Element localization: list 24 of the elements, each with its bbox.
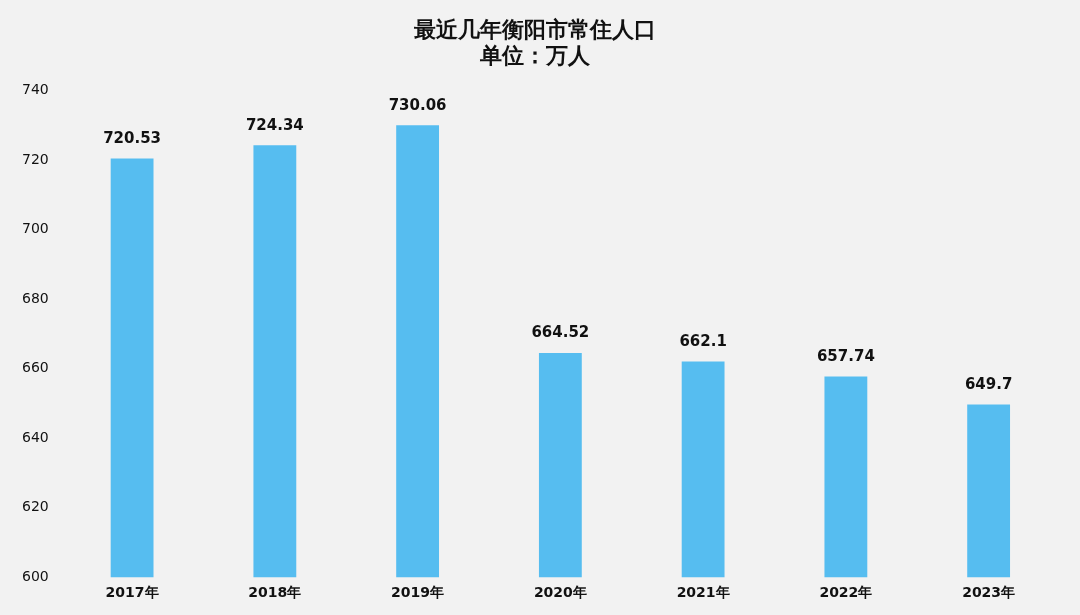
chart-title: 最近几年衡阳市常住人口	[413, 16, 656, 42]
y-tick-label: 660	[21, 359, 49, 376]
y-tick-label: 640	[21, 428, 49, 445]
x-tick-label: 2021年	[676, 584, 730, 601]
data-label: 649.7	[964, 374, 1013, 393]
x-tick-label: 2018年	[248, 584, 302, 601]
y-tick-label: 720	[21, 150, 49, 167]
x-tick-label: 2019年	[391, 584, 445, 601]
data-label: 720.53	[103, 128, 162, 147]
data-label: 730.06	[388, 95, 447, 114]
data-label: 664.52	[531, 323, 590, 342]
y-tick-label: 680	[21, 289, 49, 306]
x-tick-label: 2022年	[819, 584, 873, 601]
y-tick-label: 600	[21, 567, 49, 584]
x-tick-label: 2020年	[533, 584, 587, 601]
chart-subtitle: 单位：万人	[479, 43, 591, 69]
data-label: 724.34	[245, 115, 304, 134]
x-tick-label: 2023年	[962, 584, 1016, 601]
data-label: 657.74	[816, 346, 875, 365]
x-tick-label: 2017年	[105, 584, 159, 601]
y-tick-label: 740	[21, 81, 49, 98]
y-tick-label: 700	[21, 220, 49, 237]
data-label: 662.1	[679, 331, 727, 350]
y-tick-label: 620	[21, 498, 49, 515]
